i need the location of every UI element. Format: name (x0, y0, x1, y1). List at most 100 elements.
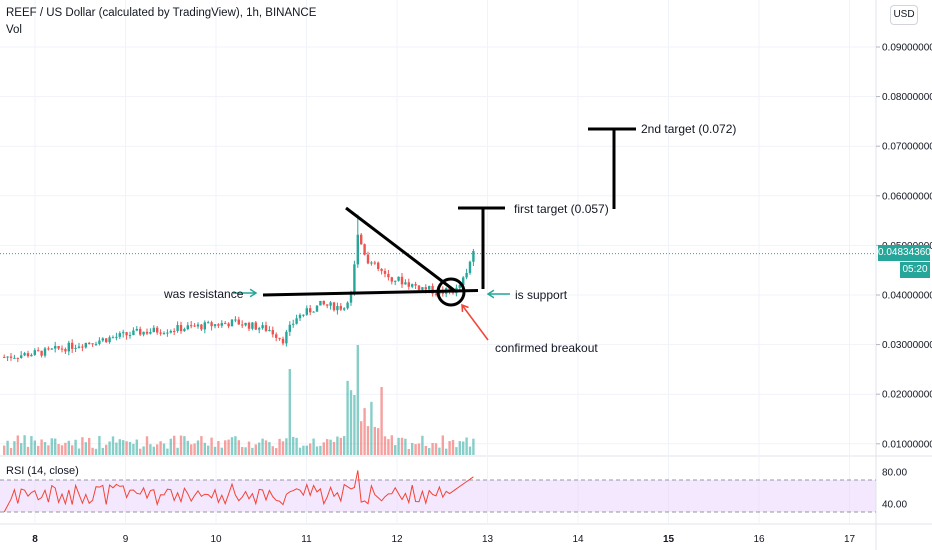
volume-bar (118, 439, 121, 455)
candle-body (268, 330, 271, 332)
volume-bar (47, 445, 50, 455)
candle-body (190, 325, 193, 327)
candle-body (271, 330, 274, 335)
candle-body (394, 280, 397, 282)
price-axis-label: 0.04000000 (882, 291, 932, 302)
candle-body (162, 333, 166, 335)
volume-bar (339, 437, 342, 455)
candle-body (125, 332, 128, 336)
volume-bar (105, 444, 108, 455)
candle-body (81, 346, 84, 348)
volume-bar (101, 447, 104, 455)
volume-bar (241, 446, 244, 455)
candle-body (74, 347, 77, 349)
price-axis-label: 0.03000000 (882, 340, 932, 351)
breakout-circle (436, 277, 466, 307)
volume-bars (3, 345, 475, 455)
volume-bar (285, 438, 288, 455)
volume-bar (445, 448, 448, 455)
price-axis-label: 0.01000000 (882, 439, 932, 450)
volume-bar (387, 439, 390, 455)
volume-bar (468, 446, 472, 455)
candle-body (156, 327, 159, 333)
volume-label[interactable]: Vol (6, 24, 22, 36)
time-axis-label: 13 (482, 534, 494, 545)
candle-body (424, 287, 427, 290)
volume-bar (186, 440, 189, 455)
time-axis-label: 14 (572, 534, 584, 545)
price-axis-label: 0.02000000 (882, 390, 932, 401)
volume-bar (258, 442, 261, 455)
rsi-label[interactable]: RSI (14, close) (6, 465, 79, 477)
support-line (262, 289, 479, 297)
volume-bar (366, 426, 370, 455)
symbol-title[interactable]: REEF / US Dollar (calculated by TradingV… (6, 7, 317, 19)
candle-body (281, 338, 285, 344)
candle-body (166, 332, 169, 334)
candle-body (292, 323, 295, 325)
volume-bar (434, 443, 438, 455)
volume-bar (156, 444, 159, 455)
second-target-text: 2nd target (0.072) (641, 122, 736, 136)
volume-bar (122, 440, 125, 455)
volume-bar (213, 446, 217, 455)
candle-body (101, 338, 104, 341)
volume-bar (271, 446, 274, 455)
volume-bar (128, 441, 132, 455)
volume-bar (414, 444, 417, 455)
candle-body (23, 353, 26, 356)
volume-bar (115, 442, 118, 455)
volume-bar (60, 445, 64, 455)
candle-body (380, 268, 383, 271)
descending-trendline (345, 206, 456, 293)
volume-bar (380, 387, 383, 455)
volume-bar (336, 436, 339, 455)
candle-body (108, 337, 111, 343)
candle-body (224, 323, 227, 325)
candle-body (91, 343, 94, 345)
price-axis-label: 0.08000000 (882, 92, 932, 103)
volume-bar (6, 440, 9, 455)
volume-bar (261, 438, 264, 455)
candle-body (30, 354, 33, 357)
time-axis-label: 17 (844, 534, 856, 545)
volume-bar (13, 441, 16, 455)
candle-body (176, 325, 179, 332)
candle-body (33, 350, 36, 355)
volume-bar (190, 444, 193, 455)
volume-bar (400, 437, 404, 455)
volume-bar (152, 446, 155, 455)
candle-body (43, 348, 47, 356)
candle-body (448, 288, 451, 291)
volume-bar (125, 441, 128, 455)
candle-body (329, 302, 332, 306)
candle-body (227, 323, 230, 327)
candle-body (213, 324, 217, 327)
volume-bar (254, 444, 257, 455)
candle-body (118, 333, 121, 337)
volume-bar (210, 437, 213, 455)
candle-body (360, 234, 363, 245)
candle-body (356, 234, 359, 265)
volume-bar (244, 447, 247, 455)
candle-body (251, 322, 254, 329)
candle-body (397, 276, 400, 281)
candle-body (115, 336, 118, 338)
candle-body (145, 331, 149, 334)
volume-bar (465, 437, 468, 455)
volume-bar (91, 447, 94, 455)
candle-body (77, 346, 81, 348)
candle-body (234, 319, 237, 321)
candle-body (421, 287, 424, 290)
candle-body (407, 282, 410, 287)
candle-body (319, 300, 322, 306)
candle-body (210, 322, 213, 327)
candle-body (128, 335, 132, 337)
volume-bar (169, 438, 172, 455)
candle-body (254, 322, 257, 330)
currency-button[interactable]: USD (890, 5, 918, 25)
volume-bar (329, 439, 332, 455)
candle-body (203, 322, 206, 330)
candle-body (169, 330, 172, 333)
